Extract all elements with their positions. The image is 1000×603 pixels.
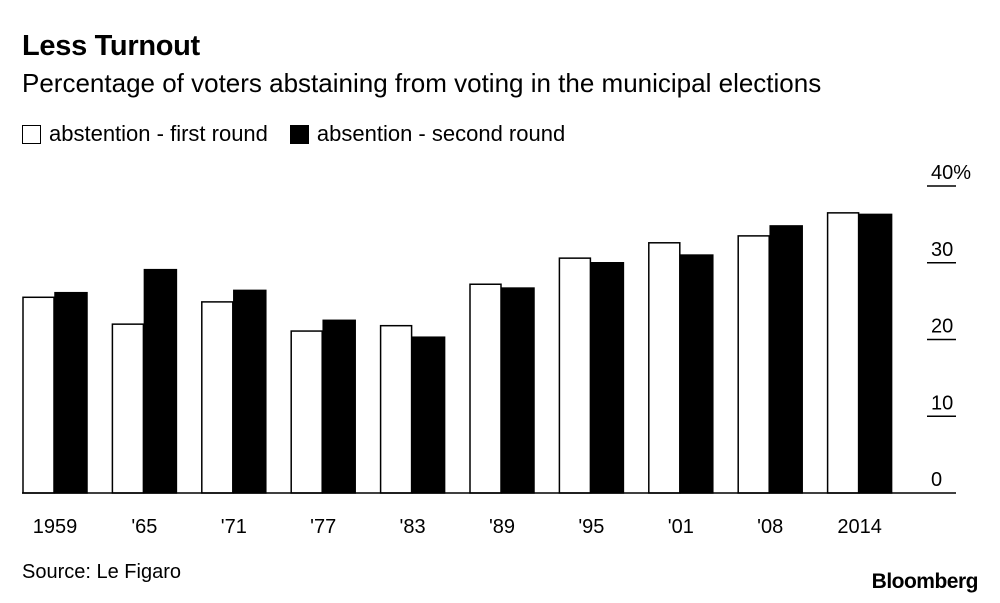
legend-label-second-round: absention - second round (316, 121, 566, 146)
bar-first-round-1 (111, 323, 145, 494)
legend-label-first-round: abstention - first round (49, 121, 268, 146)
x-tick-label-4: '83 (400, 516, 426, 538)
x-tick-label-0: 1959 (33, 516, 78, 538)
bloomberg-logo: Bloomberg (871, 570, 979, 593)
bar-first-round-6 (558, 257, 592, 494)
bar-first-round-4 (379, 324, 413, 494)
x-tick-label-1: '65 (131, 516, 157, 538)
bar-first-round-0 (22, 296, 55, 494)
legend: abstention - first round absention - sec… (22, 121, 587, 147)
bar-second-round-6 (590, 262, 625, 494)
y-tick-label-2: 20 (931, 316, 953, 338)
bar-first-round-3 (290, 330, 323, 494)
bar-second-round-7 (680, 254, 714, 494)
x-tick-label-6: '95 (578, 516, 604, 538)
y-tick-label-4: 40% (931, 162, 971, 184)
bar-second-round-9 (858, 213, 893, 494)
bar-first-round-5 (469, 283, 502, 494)
legend-item-second-round: absention - second round (289, 121, 566, 147)
x-tick-label-8: '08 (757, 516, 783, 538)
chart-title: Less Turnout (22, 30, 200, 62)
y-tick-label-3: 30 (931, 239, 953, 261)
x-tick-label-7: '01 (668, 516, 694, 538)
bar-second-round-8 (769, 225, 803, 494)
y-tick-label-1: 10 (931, 392, 953, 414)
source-note: Source: Le Figaro (22, 561, 181, 583)
bar-first-round-8 (737, 235, 770, 494)
x-tick-label-3: '77 (310, 516, 336, 538)
bar-second-round-4 (411, 336, 446, 494)
bar-second-round-3 (322, 319, 356, 494)
x-tick-label-9: 2014 (837, 516, 882, 538)
x-tick-label-2: '71 (221, 516, 247, 538)
legend-swatch-second-round (289, 124, 309, 144)
legend-swatch-first-round (22, 124, 41, 144)
chart-subtitle: Percentage of voters abstaining from vot… (22, 68, 822, 98)
bar-first-round-9 (826, 212, 860, 494)
bar-second-round-0 (54, 291, 88, 494)
bar-second-round-2 (233, 289, 267, 494)
y-tick-label-0: 0 (931, 469, 942, 491)
bar-second-round-1 (143, 268, 178, 494)
x-tick-label-5: '89 (489, 516, 515, 538)
bar-first-round-7 (648, 242, 681, 494)
bar-first-round-2 (201, 301, 234, 494)
bar-second-round-5 (501, 287, 535, 494)
legend-item-first-round: abstention - first round (22, 121, 268, 147)
